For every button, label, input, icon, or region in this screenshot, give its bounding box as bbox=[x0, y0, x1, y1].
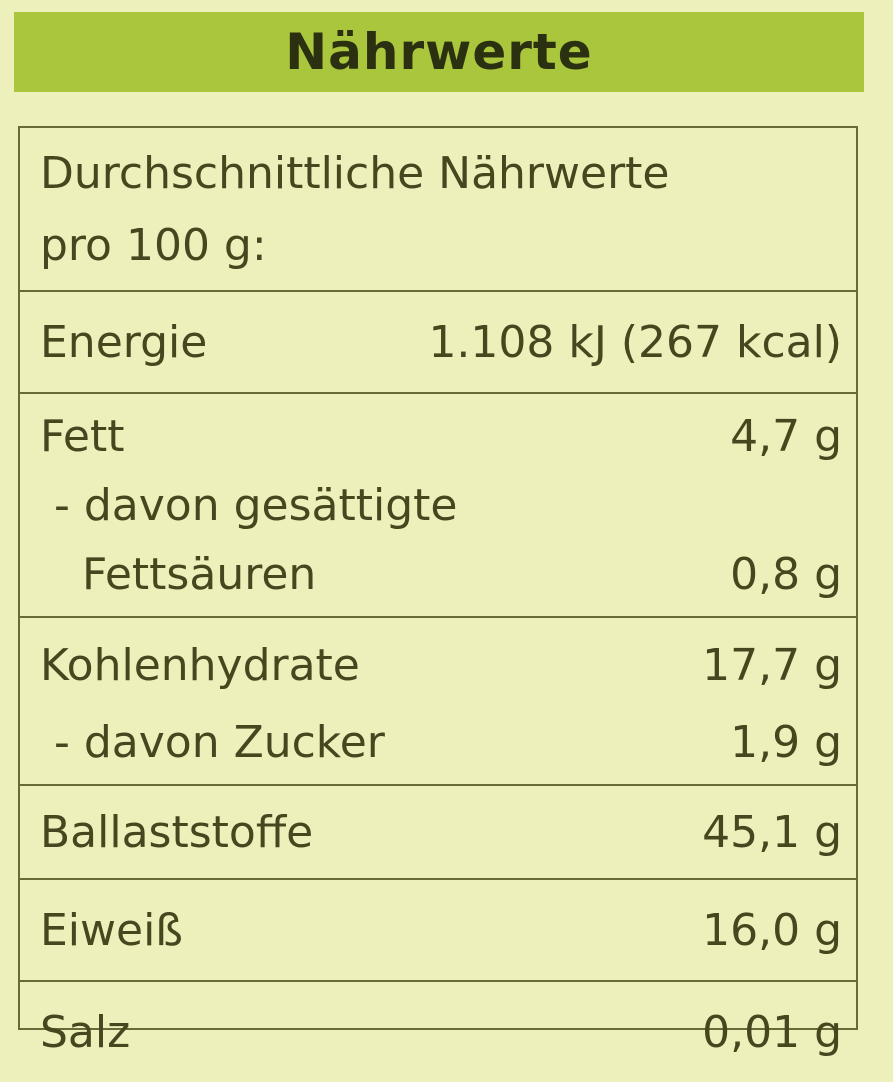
title: Nährwerte bbox=[285, 23, 593, 81]
nutrient-label: Kohlenhydrate bbox=[40, 639, 360, 691]
section: Salz 0,01 g bbox=[20, 982, 856, 1082]
nutrient-label: Energie bbox=[40, 316, 208, 368]
nutrient-value: 16,0 g bbox=[702, 904, 842, 956]
nutrient-label: - davon gesättigte bbox=[40, 479, 458, 531]
nutrient-row: - davon Zucker 1,9 g bbox=[40, 706, 842, 778]
nutrient-value: 1.108 kJ (267 kcal) bbox=[428, 316, 842, 368]
nutrition-table: Durchschnittliche Nährwerte pro 100 g: E… bbox=[18, 126, 858, 1058]
nutrient-value: 0,01 g bbox=[702, 1006, 842, 1058]
nutrient-value: 4,7 g bbox=[730, 410, 842, 462]
nutrient-row: Energie 1.108 kJ (267 kcal) bbox=[40, 298, 842, 386]
nutrient-value: 0,8 g bbox=[730, 548, 842, 600]
section: Eiweiß 16,0 g bbox=[20, 880, 856, 982]
nutrient-label: - davon Zucker bbox=[40, 716, 385, 768]
nutrient-label: Fettsäuren bbox=[40, 548, 317, 600]
intro-line2: pro 100 g: bbox=[40, 220, 267, 271]
header-bar: Nährwerte bbox=[14, 12, 864, 92]
nutrient-label: Eiweiß bbox=[40, 904, 184, 956]
nutrient-row: Fett 4,7 g bbox=[40, 400, 842, 472]
nutrient-row: Eiweiß 16,0 g bbox=[40, 886, 842, 974]
nutrient-row: Kohlenhydrate 17,7 g bbox=[40, 624, 842, 706]
nutrient-label: Ballaststoffe bbox=[40, 806, 314, 858]
nutrient-row: Salz 0,01 g bbox=[40, 988, 842, 1076]
nutrient-value: 45,1 g bbox=[702, 806, 842, 858]
nutrient-label: Salz bbox=[40, 1006, 131, 1058]
section: Ballaststoffe 45,1 g bbox=[20, 786, 856, 880]
nutrient-row: Fettsäuren 0,8 g bbox=[40, 538, 842, 610]
nutrient-row: - davon gesättigte bbox=[40, 472, 842, 538]
nutrient-value: 1,9 g bbox=[730, 716, 842, 768]
intro: Durchschnittliche Nährwerte pro 100 g: bbox=[20, 128, 856, 292]
section: Energie 1.108 kJ (267 kcal) bbox=[20, 292, 856, 394]
nutrient-label: Fett bbox=[40, 410, 125, 462]
nutrient-row: Ballaststoffe 45,1 g bbox=[40, 792, 842, 872]
section: Fett 4,7 g - davon gesättigte Fettsäuren 0… bbox=[20, 394, 856, 618]
intro-line1: Durchschnittliche Nährwerte bbox=[40, 148, 670, 199]
nutrient-value: 17,7 g bbox=[702, 639, 842, 691]
section: Kohlenhydrate 17,7 g - davon Zucker 1,9 g bbox=[20, 618, 856, 786]
